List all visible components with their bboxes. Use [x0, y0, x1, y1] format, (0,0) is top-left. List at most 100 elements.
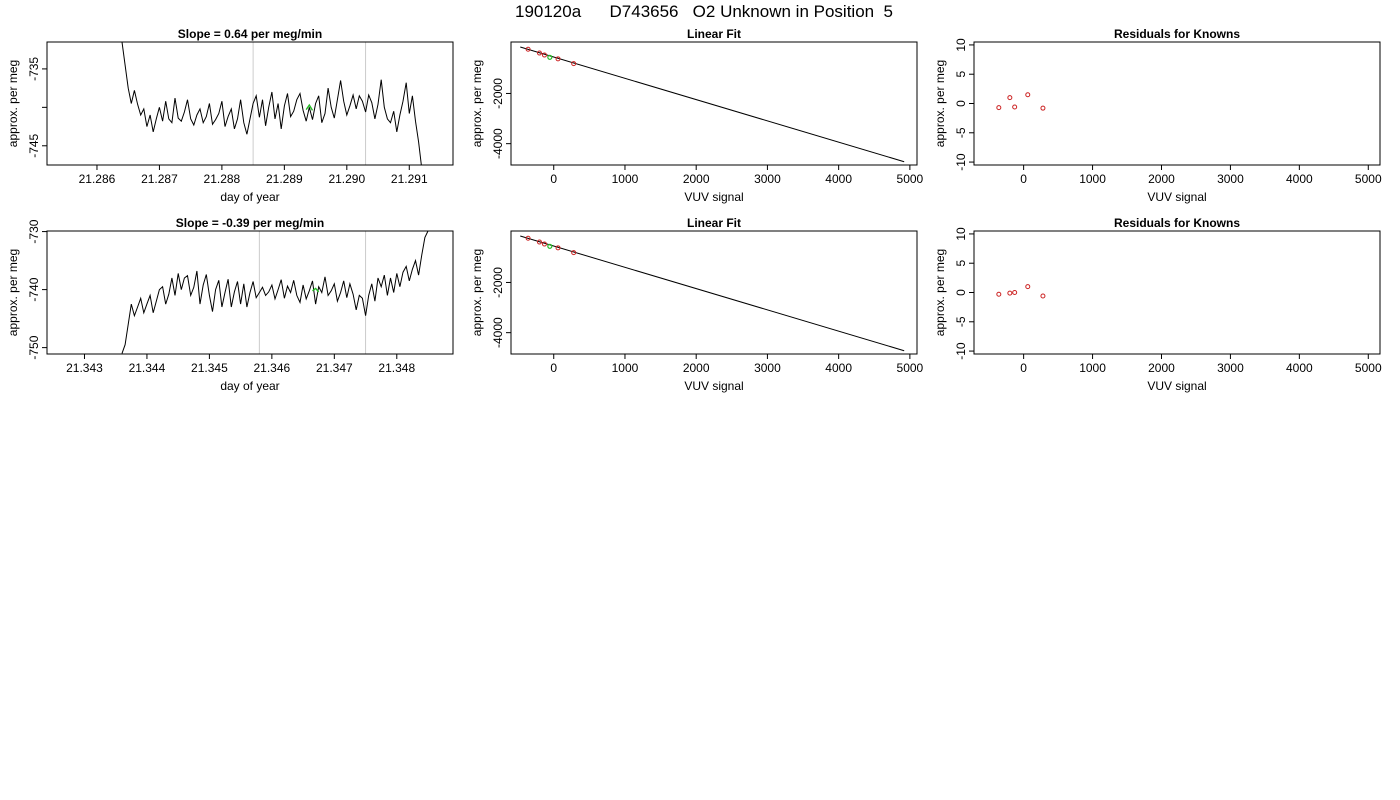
x-tick-label: 21.343 [66, 361, 103, 375]
data-point [571, 61, 577, 67]
x-tick-label: 0 [1020, 172, 1027, 186]
plot-area [996, 92, 1046, 111]
chart-panel-6: Residuals for Knowns 0 1000 2000 3000 4000 500… [933, 216, 1382, 393]
y-tick-label: -750 [27, 335, 41, 359]
data-point [1025, 284, 1031, 290]
x-tick-label: 5000 [897, 361, 924, 375]
y-tick-label: -4000 [491, 317, 505, 348]
highlight-segment [312, 287, 320, 293]
x-tick-label: 0 [1020, 361, 1027, 375]
fit-line [520, 46, 905, 163]
chart-panel-2: Linear Fit 0 1000 2000 3000 4000 5000 -4000 -200… [470, 27, 924, 204]
x-tick-label: 21.287 [141, 172, 178, 186]
chart-panel-5: Linear Fit 0 1000 2000 3000 4000 5000 -4000 -200… [470, 216, 924, 393]
y-axis-label: approx. per meg [470, 249, 484, 336]
x-tick-label: 4000 [1286, 172, 1313, 186]
plot-area [121, 42, 422, 165]
x-axis-label: day of year [220, 379, 279, 393]
data-point [555, 56, 561, 62]
y-tick-label: -4000 [491, 128, 505, 159]
panel-title: Residuals for Knowns [1114, 216, 1240, 230]
data-point [525, 46, 531, 52]
chart-panel-3: Residuals for Knowns 0 1000 2000 3000 4000 500… [933, 27, 1382, 204]
data-point [1007, 290, 1013, 296]
plot-frame [510, 41, 918, 166]
x-tick-label: 1000 [1079, 361, 1106, 375]
x-tick-label: 21.347 [316, 361, 353, 375]
x-tick-label: 21.345 [191, 361, 228, 375]
data-point [555, 245, 561, 251]
plot-area [520, 235, 905, 352]
data-point [1025, 92, 1031, 98]
highlight-point [547, 54, 553, 60]
y-tick-label: 0 [954, 100, 968, 107]
panel-title: Residuals for Knowns [1114, 27, 1240, 41]
x-tick-label: 4000 [825, 172, 852, 186]
plot-frame [46, 230, 454, 355]
x-tick-label: 5000 [897, 172, 924, 186]
y-tick-label: -735 [27, 57, 41, 81]
y-tick-label: -10 [954, 153, 968, 171]
data-point [541, 52, 547, 58]
x-tick-label: 2000 [1148, 361, 1175, 375]
data-point [1007, 95, 1013, 101]
y-tick-label: 5 [954, 71, 968, 78]
x-axis-label: VUV signal [1147, 190, 1206, 204]
panels: Slope = 0.64 per meg/min 21.286 21.287 21.2… [6, 27, 1382, 393]
plot-area [121, 231, 429, 354]
signal-trace [121, 42, 422, 165]
x-tick-label: 0 [550, 361, 557, 375]
x-tick-label: 5000 [1355, 361, 1382, 375]
y-tick-label: 5 [954, 260, 968, 267]
y-tick-label: 10 [954, 227, 968, 241]
x-tick-label: 4000 [1286, 361, 1313, 375]
y-tick-label: 0 [954, 289, 968, 296]
y-axis-label: approx. per meg [933, 249, 947, 336]
x-tick-label: 2000 [683, 361, 710, 375]
data-point [996, 105, 1002, 111]
data-point [1040, 105, 1046, 111]
x-tick-label: 1000 [612, 172, 639, 186]
data-point [541, 241, 547, 247]
x-tick-label: 3000 [1217, 361, 1244, 375]
data-point [996, 291, 1002, 297]
data-point [536, 239, 542, 245]
y-tick-label: -10 [954, 342, 968, 360]
x-tick-label: 21.346 [254, 361, 291, 375]
x-axis-label: VUV signal [684, 190, 743, 204]
data-point [525, 235, 531, 241]
x-axis-label: day of year [220, 190, 279, 204]
data-point [1012, 290, 1018, 295]
x-tick-label: 2000 [1148, 172, 1175, 186]
data-point [1040, 293, 1046, 299]
y-axis-label: approx. per meg [6, 60, 20, 147]
plot-frame [46, 41, 454, 166]
panel-title: Linear Fit [687, 27, 741, 41]
chart-panel-1: Slope = 0.64 per meg/min 21.286 21.287 21.2… [6, 27, 454, 204]
x-tick-label: 21.348 [378, 361, 415, 375]
panel-title: Linear Fit [687, 216, 741, 230]
x-tick-label: 3000 [754, 172, 781, 186]
x-axis-label: VUV signal [684, 379, 743, 393]
y-axis-label: approx. per meg [6, 249, 20, 336]
data-point [1012, 104, 1018, 110]
highlight-segment [305, 103, 314, 111]
y-tick-label: -2000 [491, 267, 505, 298]
y-axis-label: approx. per meg [933, 60, 947, 147]
highlight-point [547, 243, 553, 249]
x-tick-label: 4000 [825, 361, 852, 375]
panel-title: Slope = -0.39 per meg/min [176, 216, 324, 230]
y-tick-label: -745 [27, 133, 41, 157]
x-tick-label: 0 [550, 172, 557, 186]
data-point [571, 250, 577, 256]
x-tick-label: 1000 [612, 361, 639, 375]
x-tick-label: 21.289 [266, 172, 303, 186]
panel-title: Slope = 0.64 per meg/min [178, 27, 322, 41]
chart-panel-4: Slope = -0.39 per meg/min 21.343 21.344 21.… [6, 216, 454, 393]
x-tick-label: 3000 [1217, 172, 1244, 186]
y-tick-label: 10 [954, 38, 968, 52]
plot-frame [510, 230, 918, 355]
x-tick-label: 21.291 [391, 172, 428, 186]
x-tick-label: 5000 [1355, 172, 1382, 186]
